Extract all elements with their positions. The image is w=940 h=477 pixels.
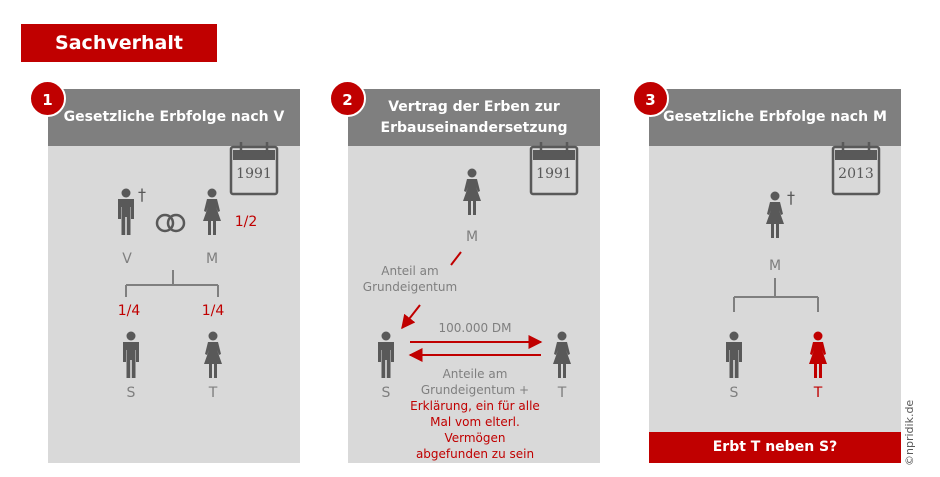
calendar-icon-2 [529, 142, 579, 196]
son-s-icon-1 [123, 331, 139, 378]
father-v-icon [118, 188, 134, 235]
panel-3-header: Gesetzliche Erbfolge nach M [649, 89, 901, 146]
panel-2-header-line1: Vertrag der Erben zur [388, 98, 560, 115]
death-mark-m: † [787, 188, 795, 207]
calendar-icon-1 [229, 142, 279, 196]
label-s-1: S [126, 385, 136, 401]
label-s-3: S [729, 385, 739, 401]
calendar-icon-3 [831, 142, 881, 196]
mother-m-icon [203, 188, 221, 235]
daughter-t-icon-3-highlight [809, 331, 827, 378]
step-number-1: 1 [29, 80, 66, 117]
family-tree-lines-3 [733, 278, 819, 312]
label-t-2: T [557, 385, 567, 401]
calendar-year-3: 2013 [838, 166, 874, 182]
son-s-icon-2 [378, 331, 394, 378]
anteil-label-line1: Anteil am [381, 264, 439, 278]
mother-m-icon-3 [766, 191, 784, 238]
calendar-year-2: 1991 [536, 166, 572, 182]
son-s-icon-3 [726, 331, 742, 378]
step-number-3: 3 [632, 80, 669, 117]
panel-3-header-text: Gesetzliche Erbfolge nach M [663, 109, 887, 125]
label-m-3: M [768, 258, 782, 274]
family-tree-lines-1 [125, 270, 219, 297]
label-v: V [122, 251, 132, 267]
panel-2-header-line2: Erbauseinandersetzung [380, 119, 568, 136]
anteil-label-line2: Grundeigentum [362, 280, 458, 294]
calendar-year-1: 1991 [236, 166, 272, 182]
anteil-label: Anteil am Grundeigentum [350, 263, 470, 295]
mother-m-icon-2 [463, 168, 481, 215]
erklaerung-line1: Erklärung, ein für alle [410, 399, 540, 413]
share-t: 1/4 [201, 303, 225, 319]
label-t-1: T [208, 385, 218, 401]
title-banner: Sachverhalt [21, 24, 217, 62]
daughter-t-icon-1 [204, 331, 222, 378]
anteile-label-line2: Grundeigentum + [420, 383, 530, 397]
label-m-2: M [465, 229, 479, 245]
anteile-label-line1: Anteile am [442, 367, 508, 381]
label-t-3: T [813, 385, 823, 401]
copyright-credit: ©npridik.de [903, 399, 916, 466]
daughter-t-icon-2 [553, 331, 571, 378]
panel-2-header: Vertrag der Erben zur Erbauseinandersetz… [348, 89, 600, 146]
anteile-label: Anteile am Grundeigentum + Erklärung, ei… [410, 366, 540, 462]
panel-1-header-text: Gesetzliche Erbfolge nach V [63, 109, 285, 125]
page-title: Sachverhalt [55, 32, 183, 54]
death-mark-v: † [138, 185, 146, 204]
anteil-arrow [401, 304, 421, 330]
wedding-rings-icon [155, 213, 186, 233]
share-m: 1/2 [234, 214, 258, 230]
question-banner: Erbt T neben S? [649, 432, 901, 463]
anteil-arrow-start [450, 251, 462, 266]
panel-1-header: Gesetzliche Erbfolge nach V [48, 89, 300, 146]
amount-label: 100.000 DM [438, 321, 512, 335]
label-s-2: S [381, 385, 391, 401]
erklaerung-line3: abgefunden zu sein [415, 447, 535, 461]
label-m-1: M [205, 251, 219, 267]
erklaerung-line2: Mal vom elterl. Vermögen [430, 415, 520, 445]
share-s: 1/4 [117, 303, 141, 319]
step-number-2: 2 [329, 80, 366, 117]
